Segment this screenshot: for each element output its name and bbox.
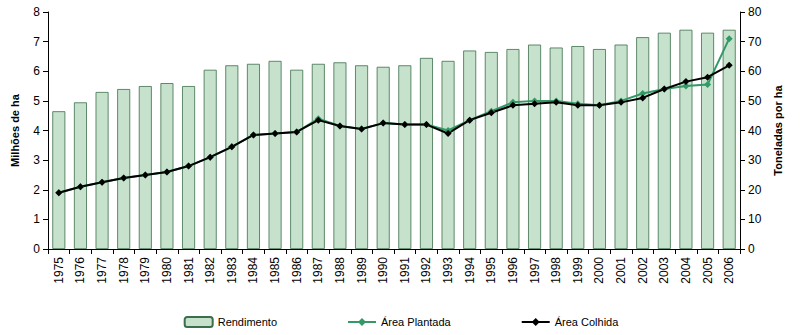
svg-text:1986: 1986 xyxy=(290,257,304,284)
svg-text:50: 50 xyxy=(748,94,762,108)
svg-text:1998: 1998 xyxy=(549,257,563,284)
svg-text:1987: 1987 xyxy=(311,257,325,284)
svg-text:1988: 1988 xyxy=(333,257,347,284)
svg-text:2006: 2006 xyxy=(722,257,736,284)
svg-text:5: 5 xyxy=(33,94,40,108)
svg-text:8: 8 xyxy=(33,5,40,19)
svg-text:Toneladas por ha: Toneladas por ha xyxy=(772,84,784,175)
svg-text:1984: 1984 xyxy=(246,257,260,284)
svg-text:1999: 1999 xyxy=(571,257,585,284)
svg-text:1991: 1991 xyxy=(398,257,412,284)
svg-text:30: 30 xyxy=(748,153,762,167)
svg-text:2005: 2005 xyxy=(701,257,715,284)
svg-text:1995: 1995 xyxy=(484,257,498,284)
svg-text:60: 60 xyxy=(748,64,762,78)
svg-text:70: 70 xyxy=(748,35,762,49)
svg-text:1: 1 xyxy=(33,212,40,226)
svg-text:1976: 1976 xyxy=(73,257,87,284)
svg-text:1985: 1985 xyxy=(268,257,282,284)
svg-text:1994: 1994 xyxy=(463,257,477,284)
svg-text:7: 7 xyxy=(33,35,40,49)
svg-text:2: 2 xyxy=(33,183,40,197)
svg-text:1975: 1975 xyxy=(52,257,66,284)
svg-text:1983: 1983 xyxy=(225,257,239,284)
svg-text:6: 6 xyxy=(33,64,40,78)
svg-text:0: 0 xyxy=(748,242,755,256)
svg-text:2003: 2003 xyxy=(657,257,671,284)
svg-text:1997: 1997 xyxy=(528,257,542,284)
svg-text:Milhões de ha: Milhões de ha xyxy=(9,93,21,167)
svg-text:1977: 1977 xyxy=(95,257,109,284)
svg-text:1993: 1993 xyxy=(441,257,455,284)
svg-text:20: 20 xyxy=(748,183,762,197)
svg-text:40: 40 xyxy=(748,124,762,138)
svg-text:80: 80 xyxy=(748,5,762,19)
svg-text:Área Plantada: Área Plantada xyxy=(381,316,452,328)
svg-text:1978: 1978 xyxy=(117,257,131,284)
svg-text:4: 4 xyxy=(33,124,40,138)
svg-text:1992: 1992 xyxy=(419,257,433,284)
svg-text:1981: 1981 xyxy=(182,257,196,284)
svg-text:2004: 2004 xyxy=(679,257,693,284)
svg-text:0: 0 xyxy=(33,242,40,256)
svg-text:10: 10 xyxy=(748,212,762,226)
svg-text:1979: 1979 xyxy=(138,257,152,284)
svg-text:1996: 1996 xyxy=(506,257,520,284)
svg-text:1980: 1980 xyxy=(160,257,174,284)
svg-text:3: 3 xyxy=(33,153,40,167)
svg-text:Área Colhida: Área Colhida xyxy=(555,316,619,328)
svg-text:2000: 2000 xyxy=(592,257,606,284)
svg-text:1989: 1989 xyxy=(355,257,369,284)
svg-text:1990: 1990 xyxy=(376,257,390,284)
svg-text:2002: 2002 xyxy=(636,257,650,284)
svg-text:Rendimento: Rendimento xyxy=(218,316,277,328)
svg-text:1982: 1982 xyxy=(203,257,217,284)
svg-text:2001: 2001 xyxy=(614,257,628,284)
